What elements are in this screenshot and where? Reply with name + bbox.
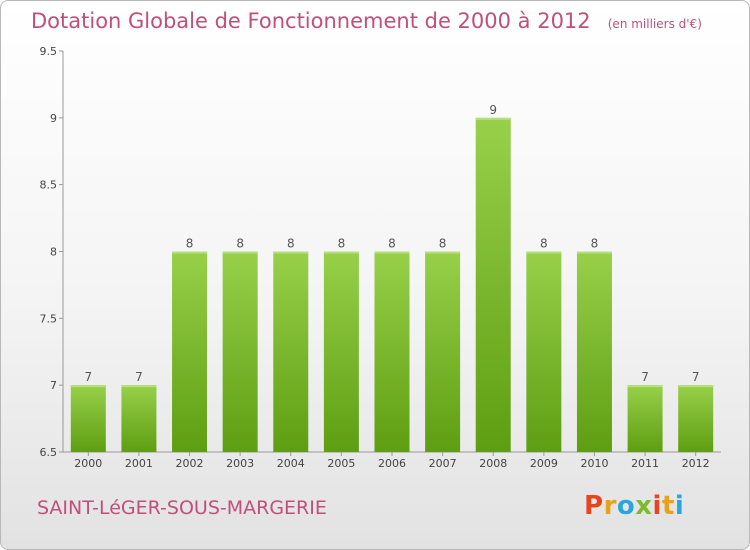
bar <box>70 385 106 452</box>
bar <box>172 251 208 452</box>
bar-highlight <box>627 385 663 388</box>
data-label: 7 <box>84 370 92 384</box>
bar-highlight <box>323 251 359 254</box>
bar-highlight <box>222 251 258 254</box>
unit-note: (en milliers d'€) <box>607 17 702 31</box>
y-tick-label: 6.5 <box>40 446 58 459</box>
bar <box>475 117 511 452</box>
logo-letter: r <box>603 491 617 521</box>
data-label: 7 <box>135 370 143 384</box>
title-line: Dotation Globale de Fonctionnement de 20… <box>31 9 702 33</box>
bar <box>425 251 461 452</box>
data-label: 8 <box>388 237 396 251</box>
bar-highlight <box>526 251 562 254</box>
bar-highlight <box>121 385 157 388</box>
x-tick-label: 2001 <box>125 457 153 470</box>
data-label: 9 <box>489 103 497 117</box>
bar-highlight <box>678 385 714 388</box>
bar <box>374 251 410 452</box>
data-label: 8 <box>338 237 346 251</box>
x-tick-label: 2007 <box>429 457 457 470</box>
logo-letter: i <box>652 491 662 521</box>
x-tick-label: 2012 <box>682 457 710 470</box>
y-tick-label: 8.5 <box>40 179 58 192</box>
bar <box>323 251 359 452</box>
bar <box>273 251 309 452</box>
x-tick-label: 2006 <box>378 457 406 470</box>
y-tick-label: 7 <box>50 379 57 392</box>
x-tick-label: 2004 <box>277 457 305 470</box>
bar-highlight <box>374 251 410 254</box>
logo-letter: x <box>635 491 653 521</box>
data-label: 8 <box>236 237 244 251</box>
chart-title: Dotation Globale de Fonctionnement de 20… <box>31 9 591 33</box>
bar-highlight <box>172 251 208 254</box>
data-label: 8 <box>540 237 548 251</box>
bar <box>121 385 157 452</box>
proxiti-logo[interactable]: Proxiti <box>584 491 684 521</box>
bar <box>576 251 612 452</box>
x-tick-label: 2000 <box>74 457 102 470</box>
data-label: 8 <box>591 237 599 251</box>
bar-highlight <box>475 117 511 120</box>
commune-name: SAINT-LéGER-SOUS-MARGERIE <box>37 497 327 519</box>
bar <box>678 385 714 452</box>
bar <box>222 251 258 452</box>
data-label: 7 <box>641 370 649 384</box>
y-tick-label: 9 <box>50 112 57 125</box>
data-label: 8 <box>186 237 194 251</box>
bar-highlight <box>576 251 612 254</box>
logo-letter: i <box>674 491 685 521</box>
x-tick-label: 2011 <box>631 457 659 470</box>
x-tick-label: 2010 <box>580 457 608 470</box>
logo-letter: o <box>616 491 636 521</box>
data-label: 7 <box>692 370 700 384</box>
bar-highlight <box>425 251 461 254</box>
data-label: 8 <box>287 237 295 251</box>
y-tick-label: 9.5 <box>40 45 58 58</box>
x-tick-label: 2005 <box>327 457 355 470</box>
x-tick-label: 2008 <box>479 457 507 470</box>
logo-letter: P <box>584 491 604 521</box>
data-label: 8 <box>439 237 447 251</box>
y-tick-label: 8 <box>50 246 57 259</box>
y-tick-label: 7.5 <box>40 312 58 325</box>
logo-letter: t <box>661 491 675 521</box>
bar <box>526 251 562 452</box>
bar-highlight <box>273 251 309 254</box>
x-tick-label: 2002 <box>176 457 204 470</box>
x-tick-label: 2009 <box>530 457 558 470</box>
x-tick-label: 2003 <box>226 457 254 470</box>
bar <box>627 385 663 452</box>
bar-highlight <box>70 385 106 388</box>
